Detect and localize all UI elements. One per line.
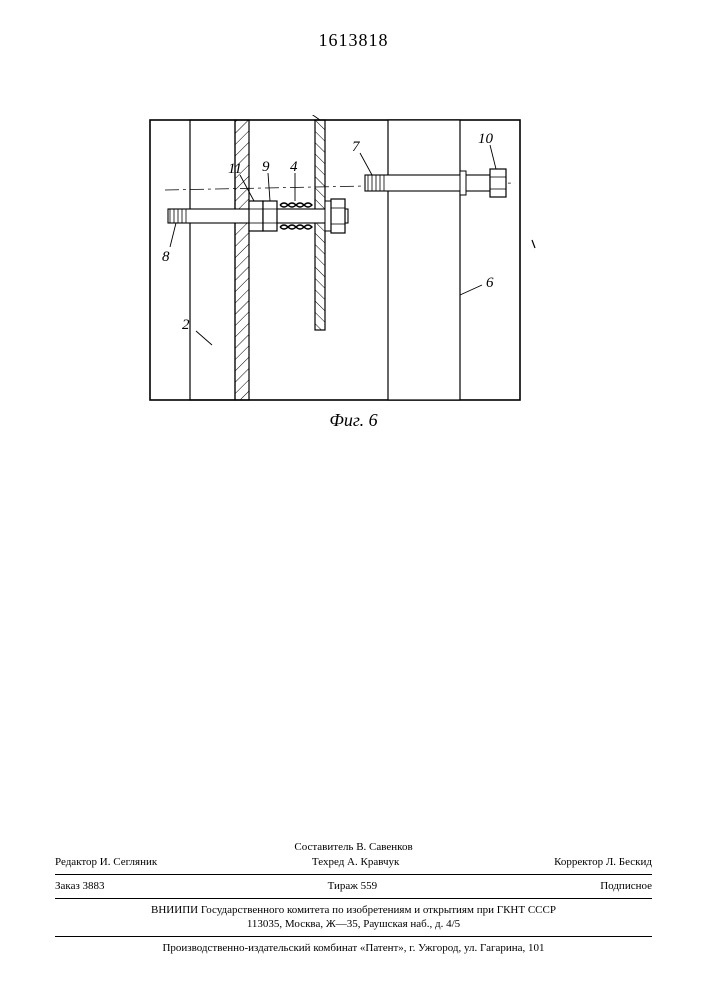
divider-2 [55, 898, 652, 899]
label-4: 4 [290, 159, 298, 175]
org-line-1: ВНИИПИ Государственного комитета по изоб… [55, 903, 652, 918]
document-number: 1613818 [0, 30, 707, 51]
label-6: 6 [486, 275, 494, 291]
tech-editor-line: Техред А. Кравчук [312, 855, 399, 870]
label-9: 9 [262, 159, 270, 175]
printer-line: Производственно-издательский комбинат «П… [55, 941, 652, 956]
label-2: 2 [182, 317, 190, 333]
label-11: 11 [228, 161, 242, 177]
label-10: 10 [478, 131, 494, 147]
figure-caption: Фиг. 6 [0, 410, 707, 431]
editor-line: Редактор И. Сегляник [55, 855, 157, 870]
order-line: Заказ 3883 [55, 879, 105, 894]
tirazh-line: Тираж 559 [328, 879, 378, 894]
imprint-block: Составитель В. Савенков Редактор И. Сегл… [55, 840, 652, 956]
compiler-line: Составитель В. Савенков [55, 840, 652, 855]
org-line-2: 113035, Москва, Ж—35, Раушская наб., д. … [55, 917, 652, 932]
corrector-line: Корректор Л. Бескид [554, 855, 652, 870]
subscription-line: Подписное [600, 879, 652, 894]
divider-1 [55, 874, 652, 875]
divider-3 [55, 936, 652, 937]
label-8: 8 [162, 249, 170, 265]
figure-6: 3 7 10 11 9 4 8 2 [140, 115, 540, 425]
label-7: 7 [352, 139, 361, 155]
